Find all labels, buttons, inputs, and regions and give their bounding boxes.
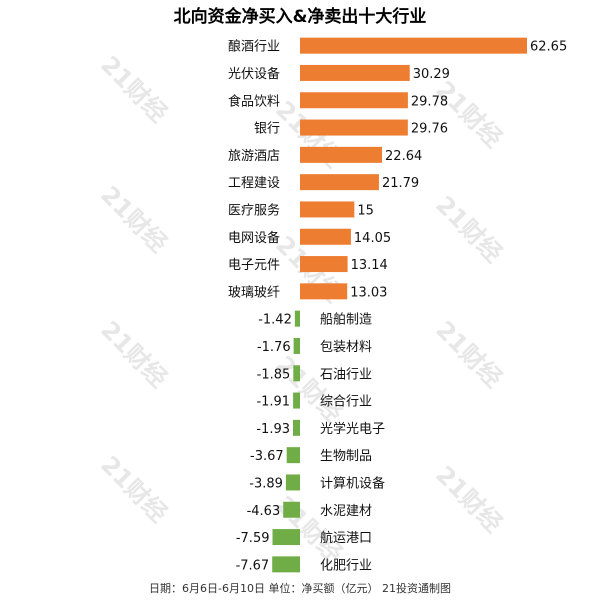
bar-1: [300, 37, 527, 54]
category-label: 工程建设: [228, 176, 280, 191]
value-label: -1.85: [257, 367, 291, 382]
bar-10: [300, 283, 348, 300]
value-label: -1.42: [258, 313, 292, 328]
bar-14: [293, 392, 300, 409]
category-label: 医疗服务: [228, 202, 280, 218]
value-label: 13.14: [351, 258, 388, 273]
value-label: -7.67: [236, 558, 270, 573]
bar-2: [300, 64, 410, 81]
value-label: 13.03: [350, 285, 387, 300]
bar-15: [293, 419, 300, 436]
bar-17: [285, 474, 300, 491]
category-label: 玻璃玻纤: [228, 285, 280, 300]
value-label: -1.91: [256, 395, 290, 410]
category-label: 生物制品: [320, 449, 372, 464]
value-label: 62.65: [530, 40, 567, 55]
category-label: 包装材料: [320, 340, 372, 355]
bar-8: [300, 228, 351, 245]
category-label: 计算机设备: [320, 475, 385, 491]
category-label: 食品饮料: [228, 93, 280, 109]
bar-5: [300, 146, 383, 163]
value-label: 29.78: [411, 94, 448, 109]
value-label: -3.67: [250, 449, 284, 464]
category-label: 光学光电子: [320, 421, 385, 437]
bar-12: [293, 337, 300, 354]
chart-title: 北向资金净买入&净卖出十大行业: [173, 7, 427, 27]
category-label: 银行: [254, 122, 280, 137]
category-label: 水泥建材: [320, 504, 372, 519]
category-label: 船舶制造: [320, 312, 372, 328]
value-label: -1.93: [256, 422, 290, 437]
value-label: -3.89: [249, 476, 283, 491]
bar-9: [300, 256, 348, 273]
value-label: -4.63: [247, 504, 281, 519]
bar-13: [293, 365, 300, 382]
bar-4: [300, 119, 408, 136]
category-label: 化肥行业: [320, 558, 372, 573]
category-label: 旅游酒店: [228, 149, 280, 164]
value-label: -1.76: [257, 340, 291, 355]
bar-11: [294, 310, 300, 327]
bar-7: [300, 201, 355, 218]
bar-20: [272, 556, 300, 573]
value-label: 15: [357, 203, 374, 218]
value-label: 30.29: [413, 67, 450, 82]
value-label: 21.79: [382, 176, 419, 191]
category-label: 石油行业: [320, 367, 372, 382]
category-label: 航运港口: [320, 530, 372, 546]
category-label: 综合行业: [320, 395, 372, 410]
category-label: 酿酒行业: [228, 39, 280, 55]
value-label: 14.05: [354, 231, 391, 246]
category-label: 电子元件: [228, 258, 280, 273]
value-label: 22.64: [385, 149, 422, 164]
category-label: 电网设备: [228, 230, 280, 246]
bar-6: [300, 174, 379, 191]
bar-16: [286, 447, 300, 464]
bar-19: [272, 529, 300, 546]
value-label: 29.76: [411, 122, 448, 137]
chart-footer: 日期：6月6日-6月10日 单位：净买额（亿元） 21投资通制图: [149, 582, 451, 595]
bar-18: [283, 501, 300, 518]
value-label: -7.59: [236, 531, 270, 546]
category-label: 光伏设备: [228, 66, 280, 82]
bar-3: [300, 92, 408, 109]
